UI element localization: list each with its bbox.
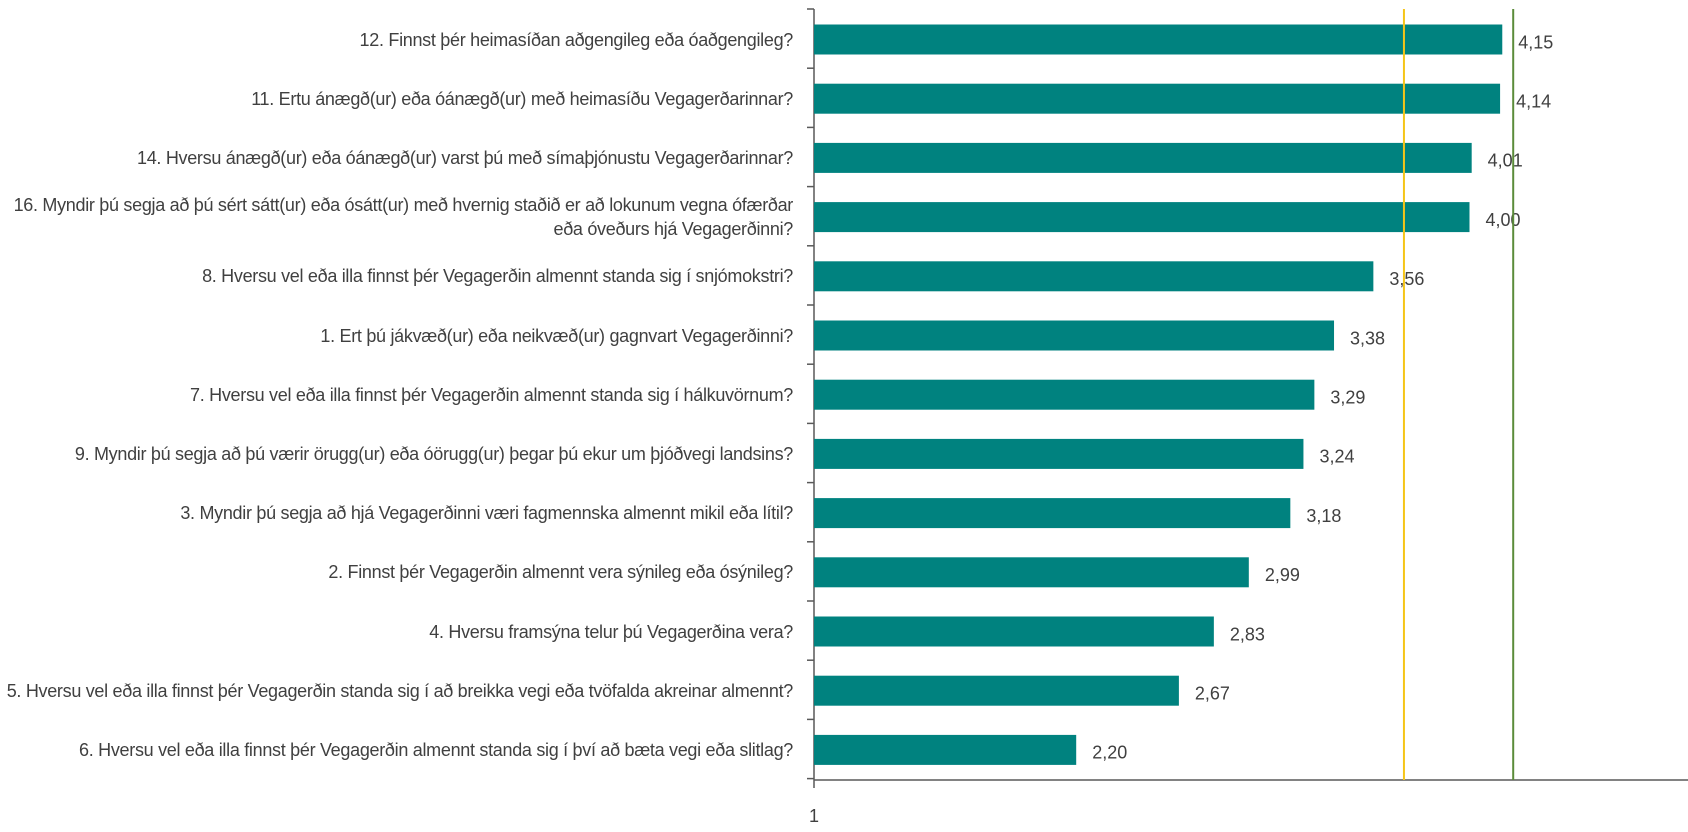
value-label: 4,15 (1518, 32, 1553, 52)
bar (814, 675, 1179, 706)
category-label: 7. Hversu vel eða illa finnst þér Vegage… (190, 384, 793, 405)
category-label: 11. Ertu ánægð(ur) eða óánægð(ur) með he… (251, 88, 793, 109)
value-label: 2,99 (1265, 565, 1300, 585)
category-label: 16. Myndir þú segja að þú sért sátt(ur) … (13, 195, 794, 240)
bar (814, 557, 1249, 588)
category-label: 6. Hversu vel eða illa finnst þér Vegage… (79, 739, 793, 760)
bar (814, 202, 1470, 233)
bar (814, 616, 1214, 647)
bar (814, 438, 1304, 469)
value-label: 2,83 (1230, 624, 1265, 644)
category-label: 1. Ert þú jákvæð(ur) eða neikvæð(ur) gag… (320, 325, 793, 346)
category-label: 2. Finnst þér Vegagerðin almennt vera sý… (328, 562, 793, 583)
bar (814, 24, 1503, 55)
bar (814, 83, 1501, 114)
bar (814, 498, 1291, 529)
category-label: 12. Finnst þér heimasíðan aðgengileg eða… (359, 29, 794, 50)
category-label: 4. Hversu framsýna telur þú Vegagerðina … (429, 621, 793, 642)
value-label: 4,14 (1516, 91, 1551, 111)
value-label: 2,20 (1092, 743, 1127, 763)
bar (814, 734, 1077, 765)
category-label: 14. Hversu ánægð(ur) eða óánægð(ur) vars… (137, 147, 793, 168)
value-label: 3,38 (1350, 328, 1385, 348)
value-label: 3,24 (1319, 447, 1354, 467)
value-label: 4,00 (1486, 210, 1521, 230)
x-tick-label: 1 (809, 806, 819, 826)
value-label: 3,56 (1389, 269, 1424, 289)
category-label: 8. Hversu vel eða illa finnst þér Vegage… (202, 266, 793, 287)
value-label: 3,18 (1306, 506, 1341, 526)
bar (814, 261, 1374, 292)
category-label: 5. Hversu vel eða illa finnst þér Vegage… (6, 680, 794, 701)
bar (814, 142, 1472, 173)
value-label: 3,29 (1330, 387, 1365, 407)
category-label: 9. Myndir þú segja að þú værir örugg(ur)… (74, 443, 793, 464)
value-label: 2,67 (1195, 683, 1230, 703)
bar (814, 320, 1335, 351)
category-label: 3. Myndir þú segja að hjá Vegagerðinni v… (180, 503, 793, 524)
value-label: 4,01 (1488, 151, 1523, 171)
bar (814, 379, 1315, 410)
